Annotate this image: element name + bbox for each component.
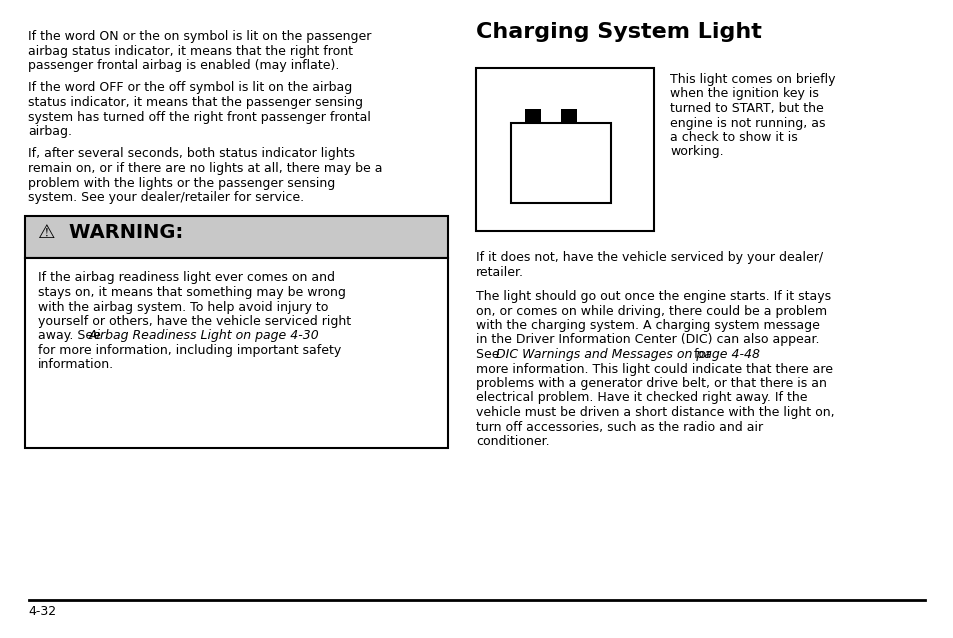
Text: problem with the lights or the passenger sensing: problem with the lights or the passenger… [28, 177, 335, 189]
Text: information.: information. [38, 359, 114, 371]
Text: remain on, or if there are no lights at all, there may be a: remain on, or if there are no lights at … [28, 162, 382, 175]
Text: Charging System Light: Charging System Light [476, 22, 761, 42]
Text: stays on, it means that something may be wrong: stays on, it means that something may be… [38, 286, 346, 299]
Text: 4-32: 4-32 [28, 605, 56, 618]
Text: a check to show it is: a check to show it is [669, 131, 797, 144]
Text: when the ignition key is: when the ignition key is [669, 87, 818, 101]
Text: problems with a generator drive belt, or that there is an: problems with a generator drive belt, or… [476, 377, 826, 390]
Text: passenger frontal airbag is enabled (may inflate).: passenger frontal airbag is enabled (may… [28, 59, 339, 72]
Text: If, after several seconds, both status indicator lights: If, after several seconds, both status i… [28, 147, 355, 161]
Text: for: for [689, 348, 711, 361]
Bar [25, 258, 448, 447]
Text: If it does not, have the vehicle serviced by your dealer/: If it does not, have the vehicle service… [476, 251, 822, 264]
Text: engine is not running, as: engine is not running, as [669, 117, 824, 130]
Text: yourself or others, have the vehicle serviced right: yourself or others, have the vehicle ser… [38, 315, 351, 328]
Text: DIC Warnings and Messages on page 4-48: DIC Warnings and Messages on page 4-48 [496, 348, 760, 361]
Bar [524, 109, 540, 123]
Text: −: − [531, 158, 543, 173]
Bar [560, 109, 577, 123]
Text: status indicator, it means that the passenger sensing: status indicator, it means that the pass… [28, 96, 363, 109]
Text: more information. This light could indicate that there are: more information. This light could indic… [476, 362, 832, 376]
Text: system has turned off the right front passenger frontal: system has turned off the right front pa… [28, 110, 371, 124]
Text: turned to START, but the: turned to START, but the [669, 102, 822, 115]
Bar [511, 123, 610, 203]
Text: for more information, including important safety: for more information, including importan… [38, 344, 341, 357]
Text: ⚠  WARNING:: ⚠ WARNING: [38, 223, 183, 242]
Text: in the Driver Information Center (DIC) can also appear.: in the Driver Information Center (DIC) c… [476, 334, 819, 346]
Text: +: + [565, 158, 578, 173]
Text: retailer.: retailer. [476, 265, 523, 279]
Bar [25, 216, 448, 258]
Text: with the airbag system. To help avoid injury to: with the airbag system. To help avoid in… [38, 300, 328, 313]
Text: system. See your dealer/retailer for service.: system. See your dealer/retailer for ser… [28, 191, 304, 204]
Text: If the word ON or the on symbol is lit on the passenger: If the word ON or the on symbol is lit o… [28, 30, 371, 43]
Text: If the word OFF or the off symbol is lit on the airbag: If the word OFF or the off symbol is lit… [28, 82, 352, 94]
Text: conditioner.: conditioner. [476, 435, 549, 448]
Text: electrical problem. Have it checked right away. If the: electrical problem. Have it checked righ… [476, 392, 806, 404]
Text: If the airbag readiness light ever comes on and: If the airbag readiness light ever comes… [38, 272, 335, 285]
Text: airbag.: airbag. [28, 125, 71, 138]
Text: working.: working. [669, 145, 723, 158]
Text: airbag status indicator, it means that the right front: airbag status indicator, it means that t… [28, 45, 353, 57]
Text: See: See [476, 348, 503, 361]
Bar [476, 68, 654, 231]
Text: with the charging system. A charging system message: with the charging system. A charging sys… [476, 319, 819, 332]
Text: This light comes on briefly: This light comes on briefly [669, 73, 835, 86]
Text: vehicle must be driven a short distance with the light on,: vehicle must be driven a short distance … [476, 406, 834, 419]
Text: Airbag Readiness Light on page 4-30: Airbag Readiness Light on page 4-30 [89, 329, 319, 343]
Text: turn off accessories, such as the radio and air: turn off accessories, such as the radio … [476, 420, 762, 433]
Text: away. See: away. See [38, 329, 105, 343]
Text: The light should go out once the engine starts. If it stays: The light should go out once the engine … [476, 290, 830, 303]
Text: on, or comes on while driving, there could be a problem: on, or comes on while driving, there cou… [476, 304, 826, 318]
